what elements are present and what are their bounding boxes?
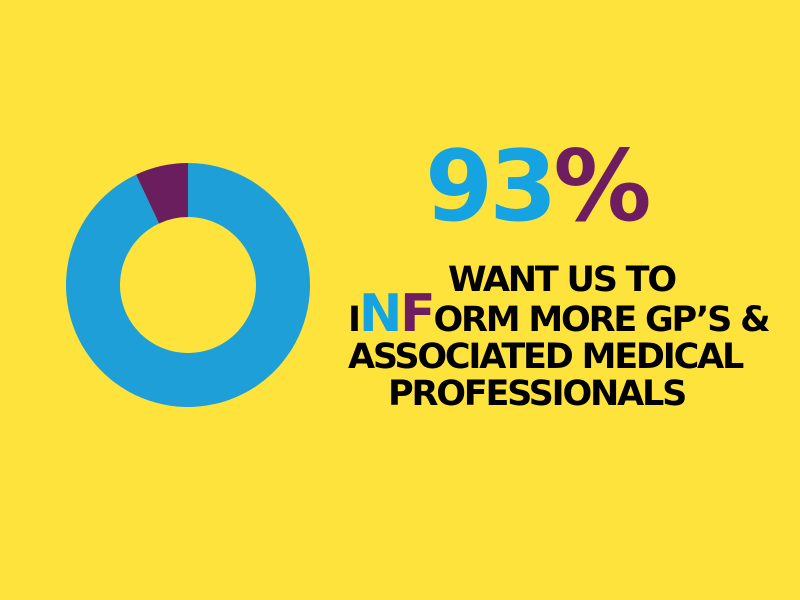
letter-i: I <box>348 300 361 340</box>
letter-n: N <box>358 284 403 344</box>
statement-line-4: PROFESSIONALS <box>388 374 687 414</box>
statement-line-2-rest: ORM MORE GP’S & <box>433 300 770 340</box>
donut-slice-0 <box>65 163 310 408</box>
letter-f: F <box>400 284 436 344</box>
statement-line-1: WANT US TO <box>448 260 677 300</box>
donut-slice-1 <box>136 163 188 224</box>
statement: WANT US TO INFORM MORE GP’S & ASSOCIATED… <box>348 262 788 413</box>
donut-chart <box>65 163 310 408</box>
headline-percent-sign: % <box>553 130 651 244</box>
headline-number: 93 <box>425 130 557 244</box>
statement-line-2: INFORM MORE GP’S & <box>348 288 788 340</box>
statement-line-3: ASSOCIATED MEDICAL <box>348 337 744 377</box>
headline-percentage: 93% <box>425 138 652 236</box>
